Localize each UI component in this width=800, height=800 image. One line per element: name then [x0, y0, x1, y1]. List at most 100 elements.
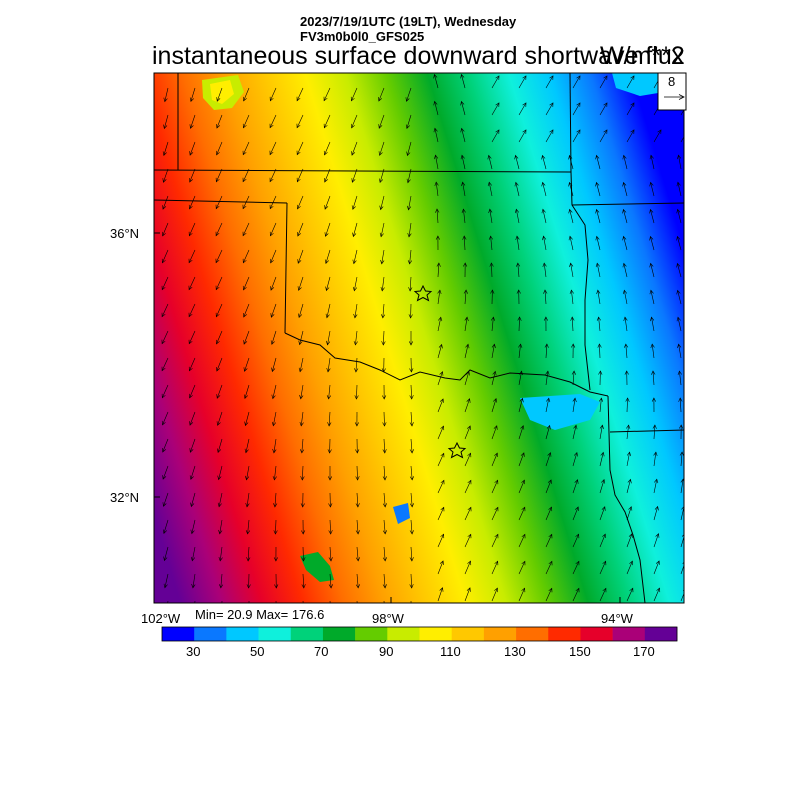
colorbar-label: 130	[504, 644, 526, 659]
wind-arrowhead	[625, 397, 630, 402]
wind-arrow	[437, 560, 444, 575]
wind-arrowhead	[460, 100, 465, 106]
wind-arrow	[301, 438, 304, 453]
wind-arrowhead	[325, 286, 330, 292]
wind-arrowhead	[351, 123, 355, 129]
flux-field	[154, 73, 684, 603]
wind-arrow	[356, 519, 359, 535]
wind-arrow	[298, 276, 304, 291]
wind-arrow	[216, 303, 223, 317]
wind-arrowhead	[217, 475, 222, 481]
wind-arrow	[434, 101, 439, 116]
wind-arrowhead	[569, 262, 574, 268]
wind-arrow	[323, 87, 331, 101]
wind-arrowhead	[466, 398, 471, 403]
wind-arrow	[599, 506, 606, 521]
wind-arrow	[378, 114, 385, 129]
wind-arrowhead	[439, 398, 444, 403]
wind-arrow	[626, 533, 633, 548]
wind-arrowhead	[298, 340, 303, 346]
wind-arrow	[491, 561, 498, 575]
wind-arrow	[381, 249, 385, 264]
wind-arrow	[299, 357, 304, 372]
wind-arrowhead	[437, 289, 442, 294]
wind-arrowhead	[162, 178, 167, 183]
wind-arrow	[410, 519, 413, 535]
wind-arrowhead	[595, 262, 600, 268]
wind-arrowhead	[654, 505, 659, 511]
wind-arrow	[383, 465, 386, 481]
wind-arrowhead	[217, 448, 222, 454]
wind-arrowhead	[521, 533, 526, 539]
wind-arrowhead	[514, 181, 519, 187]
wind-arrow	[215, 222, 223, 236]
wind-arrow	[243, 330, 250, 345]
wind-arrowhead	[649, 289, 654, 295]
wind-arrowhead	[326, 395, 332, 400]
wind-arrowhead	[467, 560, 472, 566]
colorbar-swatch	[322, 627, 356, 641]
wind-arrow	[161, 330, 169, 344]
wind-arrow	[677, 236, 682, 251]
wind-arrow	[680, 109, 684, 116]
min-max-stats: Min= 20.9 Max= 176.6	[195, 607, 325, 622]
wind-arrow	[464, 507, 472, 521]
wind-arrowhead	[215, 312, 220, 318]
wind-arrowhead	[246, 584, 251, 589]
wind-arrowhead	[495, 129, 500, 134]
wind-arrowhead	[439, 587, 444, 592]
wind-arrowhead	[353, 313, 358, 319]
wind-arrowhead	[324, 232, 329, 237]
wind-arrow	[407, 141, 412, 156]
wind-arrowhead	[623, 316, 628, 321]
wind-arrowhead	[466, 587, 471, 592]
wind-arrowhead	[269, 123, 274, 129]
wind-arrow	[327, 330, 331, 345]
wind-arrow	[599, 398, 602, 413]
wind-arrow	[383, 330, 385, 346]
wind-arrow	[329, 546, 332, 562]
wind-arrowhead	[272, 448, 277, 454]
wind-arrow	[189, 384, 196, 399]
wind-arrowhead	[622, 289, 628, 295]
wind-arrowhead	[626, 451, 631, 457]
wind-arrow	[542, 209, 547, 224]
wind-arrow	[215, 249, 223, 263]
wind-arrow	[437, 480, 445, 494]
wind-arrow	[572, 561, 580, 575]
wind-arrowhead	[518, 343, 523, 348]
wind-arrowhead	[329, 611, 333, 615]
wind-arrow	[488, 182, 493, 197]
wind-arrow	[464, 587, 471, 602]
wind-arrow	[297, 222, 304, 237]
wind-arrowhead	[596, 316, 601, 321]
wind-arrow	[572, 102, 581, 116]
oklahoma-west-border	[284, 202, 288, 334]
wind-arrow	[679, 397, 682, 413]
wind-arrow	[189, 411, 196, 426]
colorbar-swatch	[290, 627, 324, 641]
wind-arrowhead	[188, 258, 193, 264]
wind-arrow	[324, 114, 331, 128]
wind-arrow	[302, 546, 304, 562]
wind-arrowhead	[548, 560, 553, 566]
wind-arrowhead	[652, 424, 657, 429]
wind-arrowhead	[649, 181, 654, 187]
wind-arrow	[162, 222, 169, 237]
wind-arrowhead	[219, 584, 224, 589]
wind-arrowhead	[676, 208, 681, 214]
wind-arrowhead	[409, 395, 414, 400]
wind-arrowhead	[522, 129, 527, 134]
wind-arrow	[518, 588, 525, 602]
wind-arrowhead	[382, 530, 387, 535]
wind-arrowhead	[352, 232, 357, 238]
wind-arrow	[491, 507, 499, 521]
wind-arrowhead	[163, 97, 168, 103]
wind-arrow	[572, 479, 578, 494]
lon-label-94w: 94°W	[601, 611, 633, 626]
wind-arrowhead	[188, 231, 193, 237]
wind-arrowhead	[407, 233, 412, 238]
louisiana-north	[609, 429, 685, 433]
wind-arrowhead	[215, 285, 220, 291]
